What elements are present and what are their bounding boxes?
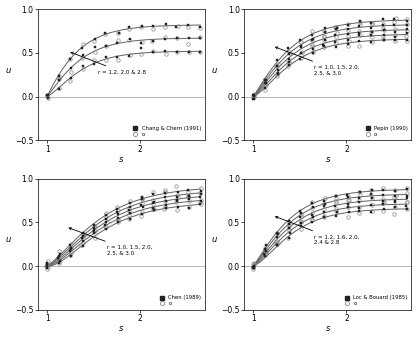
Y-axis label: u: u xyxy=(5,66,11,75)
X-axis label: s: s xyxy=(326,155,330,164)
Legend: Loc & Bouard (1985), o: Loc & Bouard (1985), o xyxy=(341,294,409,307)
Y-axis label: u: u xyxy=(5,235,11,244)
Legend: Chen (1989), o: Chen (1989), o xyxy=(156,294,202,307)
Y-axis label: u: u xyxy=(212,235,217,244)
Y-axis label: u: u xyxy=(212,66,217,75)
Legend: Pepin (1990), o: Pepin (1990), o xyxy=(361,125,409,138)
Text: r = 1.2, 1.6, 2.0,
2.4 & 2.8: r = 1.2, 1.6, 2.0, 2.4 & 2.8 xyxy=(276,216,359,245)
X-axis label: s: s xyxy=(326,324,330,334)
Text: r = 1.2, 2.0 & 2.8: r = 1.2, 2.0 & 2.8 xyxy=(71,52,146,75)
Text: r = 1.0, 1.5, 2.0,
2.5, & 3.0: r = 1.0, 1.5, 2.0, 2.5, & 3.0 xyxy=(69,228,153,256)
Legend: Chang & Chern (1991), o: Chang & Chern (1991), o xyxy=(129,125,202,138)
X-axis label: s: s xyxy=(119,324,123,334)
X-axis label: s: s xyxy=(119,155,123,164)
Text: r = 1.0, 1.5, 2.0,
2.5, & 3.0: r = 1.0, 1.5, 2.0, 2.5, & 3.0 xyxy=(276,47,359,76)
